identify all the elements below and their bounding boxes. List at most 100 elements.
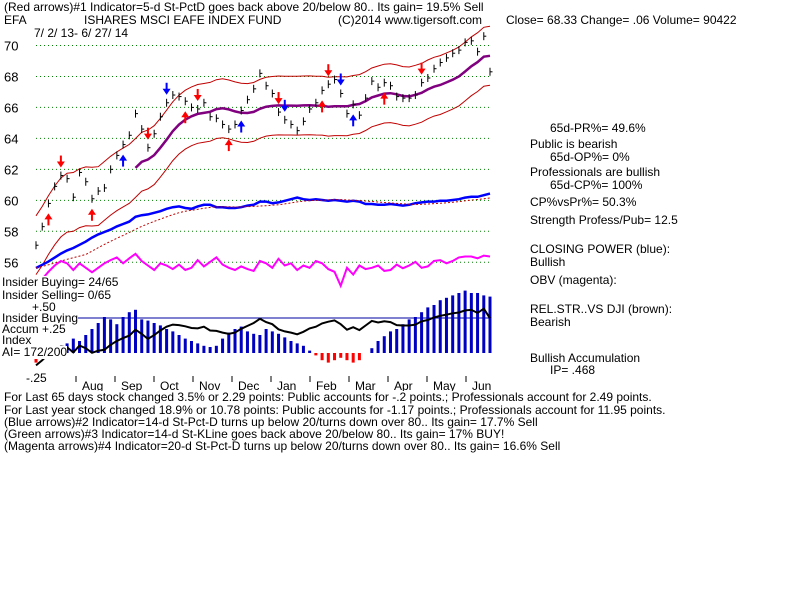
accum-bar — [227, 332, 231, 353]
accum-bar — [90, 329, 94, 353]
accum-bar — [146, 320, 150, 353]
accum-bar — [239, 326, 243, 353]
accum-bar — [127, 312, 131, 353]
indicator-2-caption: (Blue arrows)#2 Indicator=14-d St-Pct-D … — [4, 415, 538, 429]
blue-buy-arrow — [119, 154, 128, 167]
summary-last-year: For Last year stock changed 18.9% or 10.… — [4, 403, 666, 417]
accum-bar — [301, 345, 305, 353]
upper-band — [35, 25, 491, 217]
relative-strength-line — [35, 307, 491, 367]
red-buy-arrow — [380, 92, 389, 105]
accum-bar — [208, 347, 212, 353]
red-sell-arrow — [324, 64, 333, 77]
y-tick-label: 70 — [4, 38, 18, 53]
y-tick-label: 56 — [4, 255, 18, 270]
month-label: Mar — [355, 379, 376, 393]
accum-bar — [463, 290, 467, 353]
accum-bar — [469, 293, 473, 353]
blue-buy-arrow — [349, 114, 358, 127]
y-tick-label: 66 — [4, 100, 18, 115]
accum-bar — [270, 331, 274, 353]
insider-buying: Insider Buying= 24/65 — [2, 275, 119, 289]
accum-bar — [407, 319, 411, 353]
month-label: Feb — [316, 379, 337, 393]
accum-bar — [214, 345, 218, 353]
accum-bar — [432, 305, 436, 353]
accum-minus25: -.25 — [26, 371, 47, 385]
quote-summary: Close= 68.33 Change= .06 Volume= 90422 — [506, 13, 737, 27]
accum-bar — [345, 353, 349, 361]
month-label: Jan — [277, 379, 296, 393]
accum-bar — [202, 345, 206, 353]
indicator-1-caption: (Red arrows)#1 Indicator=5-d St-PctD goe… — [4, 0, 484, 14]
summary-65-days: For Last 65 days stock changed 3.5% or 2… — [4, 390, 652, 404]
accum-bar — [376, 341, 380, 353]
month-label: Oct — [160, 379, 179, 393]
month-label: Aug — [82, 379, 103, 393]
accum-bar — [438, 300, 442, 353]
red-buy-arrow — [181, 111, 190, 124]
accum-bar — [189, 341, 193, 353]
y-tick-label: 62 — [4, 162, 18, 177]
relstr-label: REL.STR..VS DJI (brown): — [530, 302, 673, 316]
red-sell-arrow — [56, 155, 65, 168]
red-sell-arrow — [417, 62, 426, 75]
ai-stat: AI= 172/200 — [2, 345, 68, 359]
closing-power-state: Bullish — [530, 255, 566, 269]
accum-bar — [233, 329, 237, 353]
y-tick-label: 64 — [4, 131, 18, 146]
accum-bar — [134, 309, 138, 353]
accum-bar — [283, 337, 287, 353]
accum-bar — [96, 323, 100, 353]
accum-bar — [488, 296, 492, 353]
blue-buy-arrow — [237, 120, 246, 133]
accum-bar — [84, 335, 88, 353]
indicator-3-caption: (Green arrows)#3 Indicator=14-d St-KLine… — [4, 427, 505, 441]
copyright: (C)2014 www.tigersoft.com — [338, 13, 483, 27]
index-label: Index — [2, 333, 32, 347]
month-label: Dec — [238, 379, 259, 393]
accum-bar — [165, 329, 169, 353]
accum-bar — [109, 319, 113, 353]
accum-bar — [258, 335, 262, 353]
strength-stat: Strength Profess/Pub= 12.5 — [530, 213, 678, 227]
y-tick-label: 68 — [4, 69, 18, 84]
month-label: Jun — [472, 379, 491, 393]
accum-bar — [357, 353, 361, 361]
relstr-state: Bearish — [530, 315, 571, 329]
fund-name: ISHARES MSCI EAFE INDEX FUND — [84, 13, 282, 27]
red-sell-arrow — [274, 92, 283, 105]
public-status: Public is bearish — [530, 137, 618, 151]
accum-bar — [221, 338, 225, 353]
accum-bar — [183, 338, 187, 353]
date-range: 7/ 2/ 13- 6/ 27/ 14 — [34, 26, 129, 40]
red-buy-arrow — [318, 100, 327, 113]
accum-bar — [152, 323, 156, 353]
op65-stat: 65d-OP%= 0% — [550, 150, 630, 164]
y-tick-label: 58 — [4, 224, 18, 239]
indicator-4-caption: (Magenta arrows)#4 Indicator=20-d St-Pct… — [4, 439, 561, 453]
closing-power-label: CLOSING POWER (blue): — [530, 242, 671, 256]
ip-stat: IP= .468 — [550, 363, 596, 377]
obv-line — [35, 252, 491, 289]
red-buy-arrow — [224, 139, 233, 152]
accum-bar — [289, 341, 293, 353]
cp65-stat: 65d-CP%= 100% — [550, 178, 643, 192]
cp-vs-pr-stat: CP%vsPr%= 50.3% — [530, 195, 637, 209]
closing-power-line — [35, 192, 491, 270]
month-label: Sep — [121, 379, 143, 393]
moving-average — [134, 54, 491, 169]
blue-sell-arrow — [280, 99, 289, 112]
accumulation-label: Bullish Accumulation — [530, 351, 641, 365]
month-label: Apr — [394, 379, 413, 393]
accum-bar — [395, 329, 399, 353]
pr65-stat: 65d-PR%= 49.6% — [550, 121, 646, 135]
blue-sell-arrow — [162, 82, 171, 95]
accum-bar — [476, 293, 480, 353]
y-tick-label: 60 — [4, 193, 18, 208]
accum-bar — [308, 350, 312, 353]
accum-bar — [388, 331, 392, 353]
accum-bar — [413, 317, 417, 353]
accum-bar — [451, 295, 455, 353]
